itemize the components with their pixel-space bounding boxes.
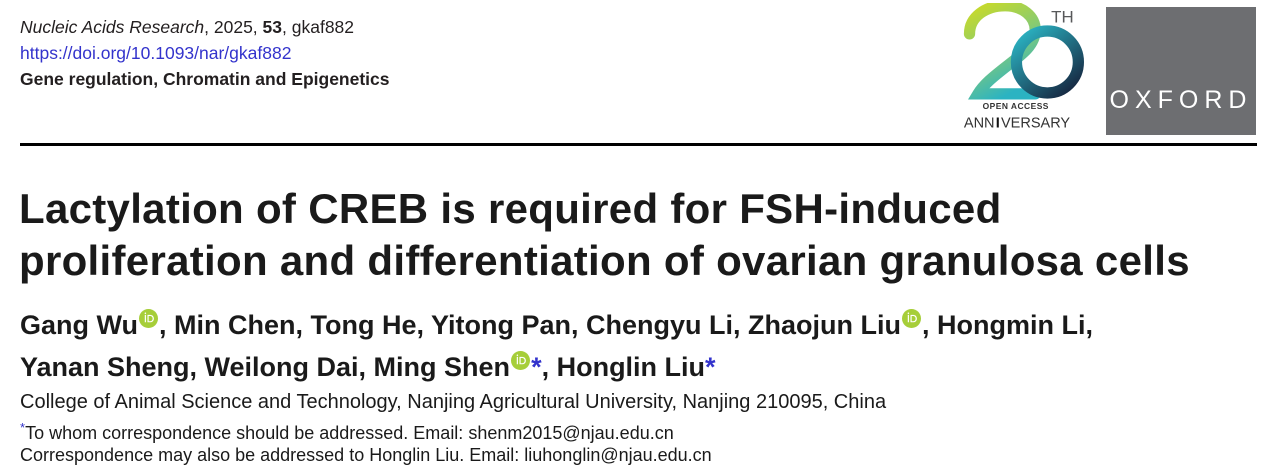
svg-text:VERSARY: VERSARY	[1001, 116, 1070, 132]
svg-text:OPEN ACCESS: OPEN ACCESS	[983, 101, 1049, 111]
svg-text:TH: TH	[1051, 8, 1074, 27]
svg-text:I: I	[996, 116, 1000, 132]
svg-text:ANN: ANN	[964, 116, 995, 132]
